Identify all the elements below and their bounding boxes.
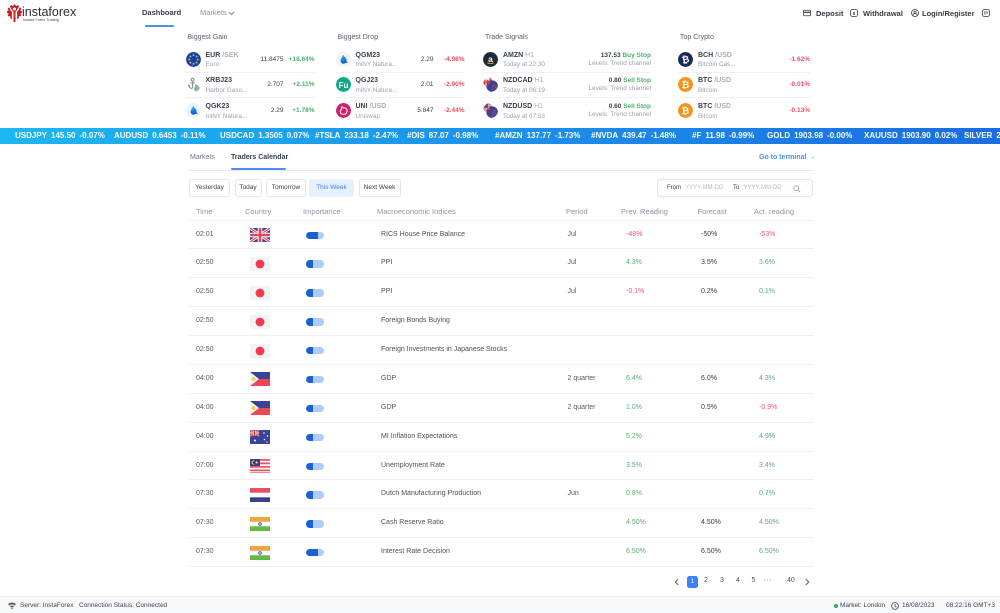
svg-text:Fu: Fu (338, 81, 348, 90)
svg-text:$: $ (853, 11, 856, 16)
svg-text:₿: ₿ (681, 54, 691, 65)
svg-text:₿: ₿ (682, 80, 690, 90)
svg-text:₿: ₿ (682, 106, 690, 116)
svg-text:a: a (488, 54, 493, 64)
